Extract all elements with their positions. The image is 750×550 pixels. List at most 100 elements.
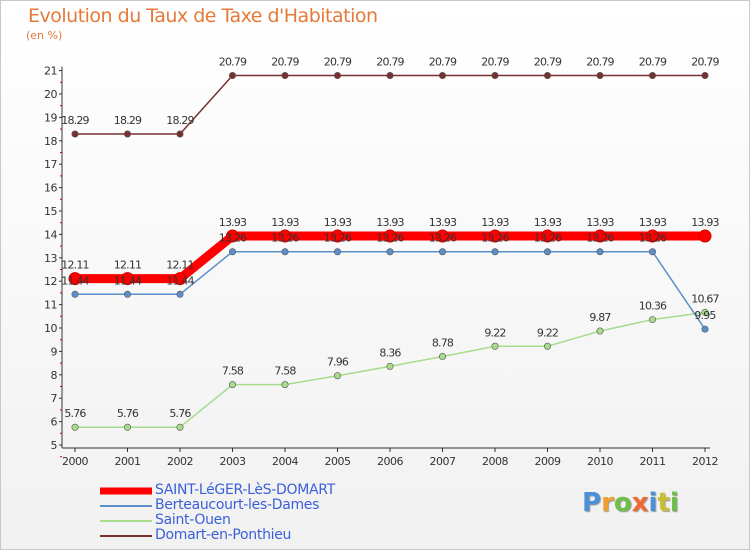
data-point bbox=[543, 72, 551, 80]
data-point bbox=[281, 72, 289, 80]
data-point bbox=[386, 248, 394, 256]
x-tick-label: 2011 bbox=[640, 455, 666, 468]
data-label: 13.93 bbox=[481, 216, 509, 229]
legend-item: SAINT-LéGER-LèS-DOMART bbox=[100, 482, 400, 499]
data-label: 12.11 bbox=[114, 259, 142, 272]
data-point bbox=[596, 327, 604, 335]
data-point bbox=[438, 72, 446, 80]
data-label: 20.79 bbox=[271, 56, 299, 69]
x-tick-label: 2009 bbox=[535, 455, 561, 468]
legend-item: Berteaucourt-les-Dames bbox=[100, 497, 400, 514]
data-point bbox=[386, 362, 394, 370]
data-point bbox=[701, 72, 709, 80]
data-label: 11.44 bbox=[166, 274, 194, 287]
y-tick-label: 17 bbox=[44, 158, 57, 171]
data-label: 5.76 bbox=[169, 407, 191, 420]
data-label: 13.93 bbox=[376, 216, 404, 229]
logo-letter: x bbox=[631, 488, 649, 518]
data-point bbox=[488, 229, 502, 243]
logo-letter: o bbox=[613, 488, 632, 518]
data-label: 13.26 bbox=[429, 232, 457, 245]
legend-item: Saint-Ouen bbox=[100, 512, 400, 529]
y-tick-label: 10 bbox=[44, 322, 57, 335]
data-label: 13.93 bbox=[429, 216, 457, 229]
data-label: 5.76 bbox=[64, 407, 86, 420]
data-point bbox=[596, 248, 604, 256]
data-point bbox=[281, 248, 289, 256]
legend: SAINT-LéGER-LèS-DOMART Berteaucourt-les-… bbox=[100, 482, 400, 544]
x-tick-label: 2005 bbox=[325, 455, 351, 468]
data-point bbox=[229, 248, 237, 256]
data-label: 13.93 bbox=[639, 216, 667, 229]
data-label: 10.67 bbox=[691, 292, 719, 305]
data-label: 8.78 bbox=[432, 337, 454, 350]
data-point bbox=[124, 130, 132, 138]
data-label: 20.79 bbox=[691, 56, 719, 69]
data-label: 13.93 bbox=[691, 216, 719, 229]
data-label: 9.95 bbox=[694, 309, 716, 322]
data-point bbox=[646, 229, 659, 243]
legend-label: Berteaucourt-les-Dames bbox=[155, 497, 320, 513]
data-point bbox=[383, 229, 397, 243]
y-tick-label: 9 bbox=[51, 345, 58, 358]
data-label: 11.44 bbox=[114, 274, 142, 287]
data-label: 12.11 bbox=[61, 259, 89, 272]
data-label: 20.79 bbox=[376, 56, 404, 69]
data-label: 13.93 bbox=[586, 216, 614, 229]
y-tick-label: 15 bbox=[44, 205, 57, 218]
data-point bbox=[333, 372, 341, 380]
data-point bbox=[331, 229, 344, 243]
data-point bbox=[491, 248, 499, 256]
data-point bbox=[333, 72, 341, 80]
data-point bbox=[648, 248, 656, 256]
x-tick-label: 2012 bbox=[692, 455, 718, 468]
y-tick-label: 19 bbox=[44, 111, 57, 124]
data-point bbox=[491, 72, 499, 80]
data-point bbox=[281, 381, 289, 389]
data-point bbox=[593, 229, 607, 243]
legend-label: Domart-en-Ponthieu bbox=[155, 527, 292, 543]
y-tick-label: 5 bbox=[51, 439, 58, 452]
data-label: 9.22 bbox=[484, 326, 505, 339]
data-label: 7.96 bbox=[327, 356, 349, 369]
data-label: 13.93 bbox=[534, 216, 562, 229]
legend-label: Saint-Ouen bbox=[155, 512, 231, 528]
data-point bbox=[71, 130, 79, 138]
y-tick-label: 18 bbox=[44, 135, 57, 148]
y-tick-label: 14 bbox=[44, 228, 57, 241]
data-label: 18.29 bbox=[61, 114, 89, 127]
data-label: 20.79 bbox=[639, 56, 667, 69]
legend-label: SAINT-LéGER-LèS-DOMART bbox=[155, 482, 335, 498]
data-point bbox=[121, 272, 134, 286]
data-label: 13.93 bbox=[219, 216, 247, 229]
y-tick-label: 11 bbox=[44, 299, 57, 312]
data-label: 13.26 bbox=[271, 232, 299, 245]
y-tick-label: 16 bbox=[44, 182, 57, 195]
y-tick-label: 8 bbox=[51, 369, 58, 382]
data-label: 13.93 bbox=[324, 216, 352, 229]
y-tick-label: 21 bbox=[44, 65, 57, 78]
data-label: 13.26 bbox=[586, 232, 614, 245]
y-tick-label: 6 bbox=[51, 416, 58, 429]
x-tick-label: 2001 bbox=[115, 455, 141, 468]
data-label: 7.58 bbox=[274, 365, 296, 378]
data-point bbox=[648, 72, 656, 80]
data-label: 20.79 bbox=[219, 56, 247, 69]
x-tick-label: 2010 bbox=[587, 455, 613, 468]
data-label: 13.26 bbox=[219, 232, 247, 245]
data-point bbox=[541, 229, 554, 243]
x-tick-label: 2003 bbox=[220, 455, 246, 468]
y-tick-label: 13 bbox=[44, 252, 57, 265]
data-label: 11.44 bbox=[61, 274, 89, 287]
data-point bbox=[71, 423, 79, 431]
data-point bbox=[124, 290, 132, 298]
y-tick-label: 12 bbox=[44, 275, 57, 288]
data-point bbox=[71, 290, 79, 298]
data-point bbox=[173, 272, 187, 286]
data-point bbox=[226, 229, 239, 243]
data-label: 8.36 bbox=[379, 346, 401, 359]
data-label: 12.11 bbox=[166, 259, 194, 272]
logo-letter: P bbox=[582, 488, 602, 518]
data-point bbox=[698, 229, 712, 243]
